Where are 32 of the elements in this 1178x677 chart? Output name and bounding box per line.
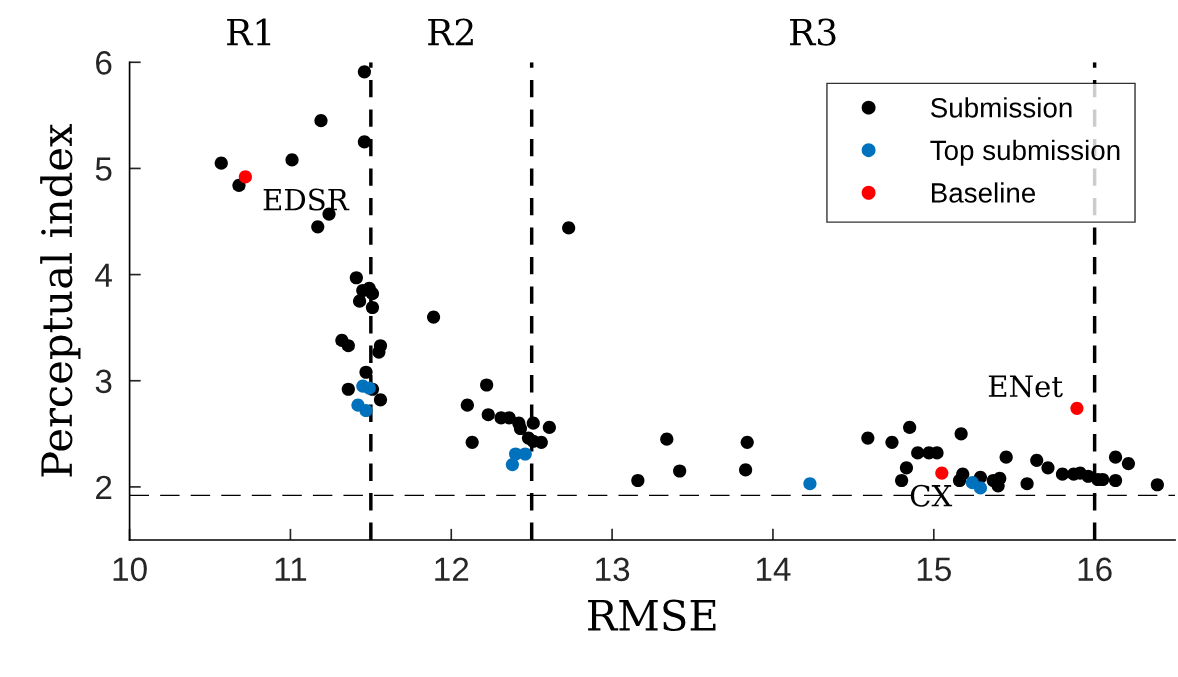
x-tick-label: 14 xyxy=(756,557,791,581)
annotation: ENet xyxy=(988,375,1063,398)
y-tick-label: 2 xyxy=(96,475,112,499)
text: R2 xyxy=(428,18,473,46)
y-tick-label: 4 xyxy=(95,263,112,287)
x-tick-label: 11 xyxy=(275,557,307,581)
y-tick-label: 3 xyxy=(95,369,112,394)
x-tick-label: 16 xyxy=(1078,557,1112,582)
annotation: CX xyxy=(910,484,953,507)
y-tick-label: 6 xyxy=(96,51,112,75)
point xyxy=(803,477,817,491)
y-axis-title: Perceptual index xyxy=(40,123,81,477)
point xyxy=(505,458,519,472)
x-axis-title: RMSE xyxy=(588,599,716,632)
legend-label: Submission xyxy=(930,97,1072,118)
point xyxy=(518,447,532,461)
x-tick-label: 13 xyxy=(596,557,630,582)
point xyxy=(362,381,376,395)
point xyxy=(238,170,252,184)
point xyxy=(1070,401,1084,415)
point xyxy=(935,466,949,480)
x-tick-label: 15 xyxy=(917,557,951,582)
text: R3 xyxy=(790,18,836,46)
point xyxy=(973,481,988,495)
x-tick-label: 12 xyxy=(435,557,469,581)
point xyxy=(359,403,373,418)
annotation: EDSR xyxy=(263,188,350,211)
y-tick-label: 5 xyxy=(95,157,112,181)
legend-label: Baseline xyxy=(932,182,1036,203)
text: R1 xyxy=(227,18,271,46)
legend-label: Top submission xyxy=(930,139,1120,166)
x-tick-label: 10 xyxy=(113,557,147,582)
